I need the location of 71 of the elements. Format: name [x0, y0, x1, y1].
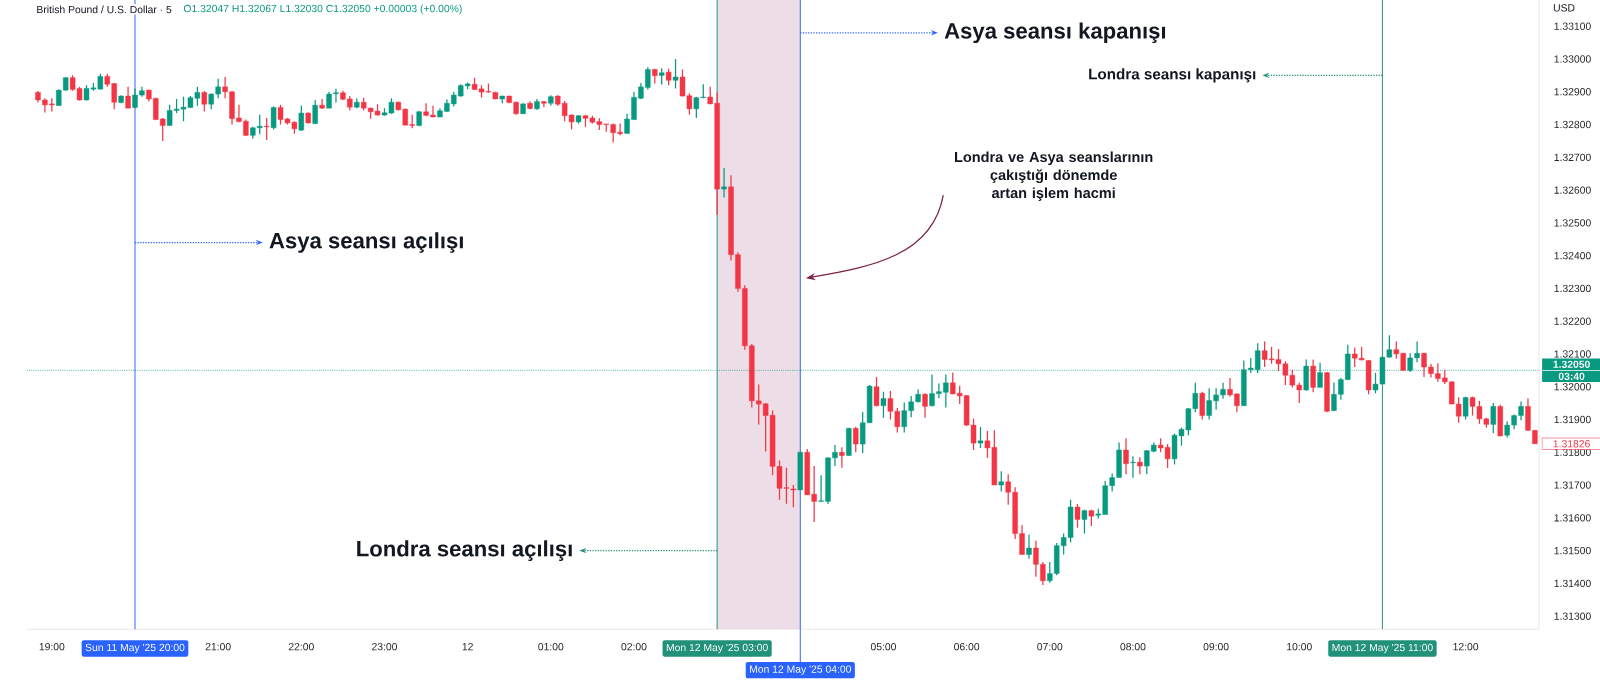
candlestick	[319, 98, 325, 110]
candlestick	[853, 425, 859, 453]
annotation: O1.32047 H1.32067 L1.32030 C1.32050 +0.00003 (+0.00%)	[183, 4, 462, 15]
annotation: Asya seansı kapanışı	[944, 22, 1166, 43]
candlestick	[1074, 503, 1081, 529]
y-tick-label: 1.32600	[1554, 186, 1591, 194]
x-tick-label: 22:00	[288, 642, 314, 651]
text: 03:40	[1558, 372, 1585, 380]
y-tick-label: 1.32400	[1554, 251, 1591, 260]
y-tick-label: 1.33100	[1554, 22, 1591, 30]
x-tick-label: 05:00	[870, 642, 897, 651]
candlestick	[1130, 455, 1136, 479]
y-tick-label: 1.32200	[1554, 317, 1591, 325]
candlestick	[312, 99, 318, 125]
y-axis-title: USD	[1553, 4, 1575, 12]
y-tick-label: 1.32900	[1554, 87, 1591, 96]
candlestick	[1137, 456, 1143, 475]
x-tick-label: 19:00	[39, 642, 65, 651]
candlestick	[125, 86, 131, 109]
x-tick-label: 07:00	[1037, 642, 1063, 651]
candlestick	[977, 426, 984, 449]
ref-line-label: Sun 11 May '25 20:00	[85, 643, 185, 654]
ref-line-label: Mon 12 May '25 04:00	[750, 665, 851, 675]
y-tick-label: 1.31900	[1554, 415, 1591, 424]
y-tick-label: 1.32500	[1554, 219, 1591, 227]
annotation: Londra seansı kapanışı	[1089, 68, 1256, 83]
y-tick-label: 1.32300	[1554, 284, 1591, 292]
y-tick-label: 1.32700	[1554, 153, 1591, 161]
x-tick-label: 08:00	[1120, 642, 1146, 651]
y-tick-label: 1.31800	[1554, 448, 1591, 456]
y-tick-label: 1.32000	[1554, 382, 1591, 391]
annotation: Londra seansı açılışı	[357, 540, 572, 561]
candlestick	[1026, 534, 1032, 560]
y-tick-label: 1.31600	[1554, 514, 1591, 522]
annotation: Asya seansı açılışı	[269, 232, 463, 253]
x-tick-label: 06:00	[954, 642, 980, 651]
candlestick	[839, 446, 845, 469]
candlestick	[1123, 437, 1129, 475]
x-tick-label: 21:00	[205, 642, 231, 651]
x-tick-label: 12	[462, 642, 473, 651]
x-tick-label: 12:00	[1453, 642, 1479, 651]
y-tick-label: 1.31500	[1554, 546, 1591, 555]
candlestick	[672, 58, 679, 89]
candlestick	[922, 392, 928, 419]
y-tick-label: 1.32100	[1554, 350, 1591, 358]
y-tick-label: 1.31700	[1554, 481, 1591, 489]
x-tick-label: 02:00	[621, 642, 647, 651]
candlestick	[1199, 390, 1205, 421]
y-tick-label: 1.31300	[1554, 612, 1591, 620]
candlestick	[721, 167, 727, 199]
y-tick-label: 1.32800	[1554, 120, 1591, 129]
ref-line-label: 1.32050	[1553, 360, 1590, 368]
candlestick	[263, 117, 270, 141]
candlestick	[298, 104, 305, 132]
ref-line-label: Mon 12 May '25 11:00	[1332, 643, 1433, 654]
candlestick	[998, 470, 1004, 493]
chart-title: British Pound / U.S. Dollar · 5	[37, 5, 172, 14]
x-tick-label: 01:00	[538, 642, 564, 651]
candlestick	[201, 90, 207, 112]
y-tick-label: 1.31400	[1554, 579, 1591, 587]
candlestick	[873, 376, 880, 407]
ref-line-label: Mon 12 May '25 03:00	[666, 643, 768, 654]
candlestick	[1490, 402, 1497, 434]
x-tick-label: 09:00	[1203, 642, 1229, 651]
text: 1.31826	[1553, 439, 1590, 448]
y-tick-label: 1.33000	[1554, 55, 1591, 63]
x-tick-label: 10:00	[1287, 642, 1312, 651]
annotation: Londra ve Asya seanslarının çakıştığı dönemde artan işlem hacmi	[955, 151, 1153, 201]
x-tick-label: 23:00	[372, 642, 398, 651]
candlestick	[880, 390, 887, 419]
candlestick	[1310, 358, 1316, 393]
